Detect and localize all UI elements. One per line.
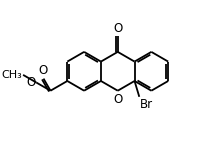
Text: O: O xyxy=(26,76,35,89)
Text: O: O xyxy=(38,64,47,77)
Text: Br: Br xyxy=(140,98,153,111)
Text: CH₃: CH₃ xyxy=(1,70,22,80)
Text: O: O xyxy=(113,22,122,35)
Text: O: O xyxy=(113,93,122,106)
